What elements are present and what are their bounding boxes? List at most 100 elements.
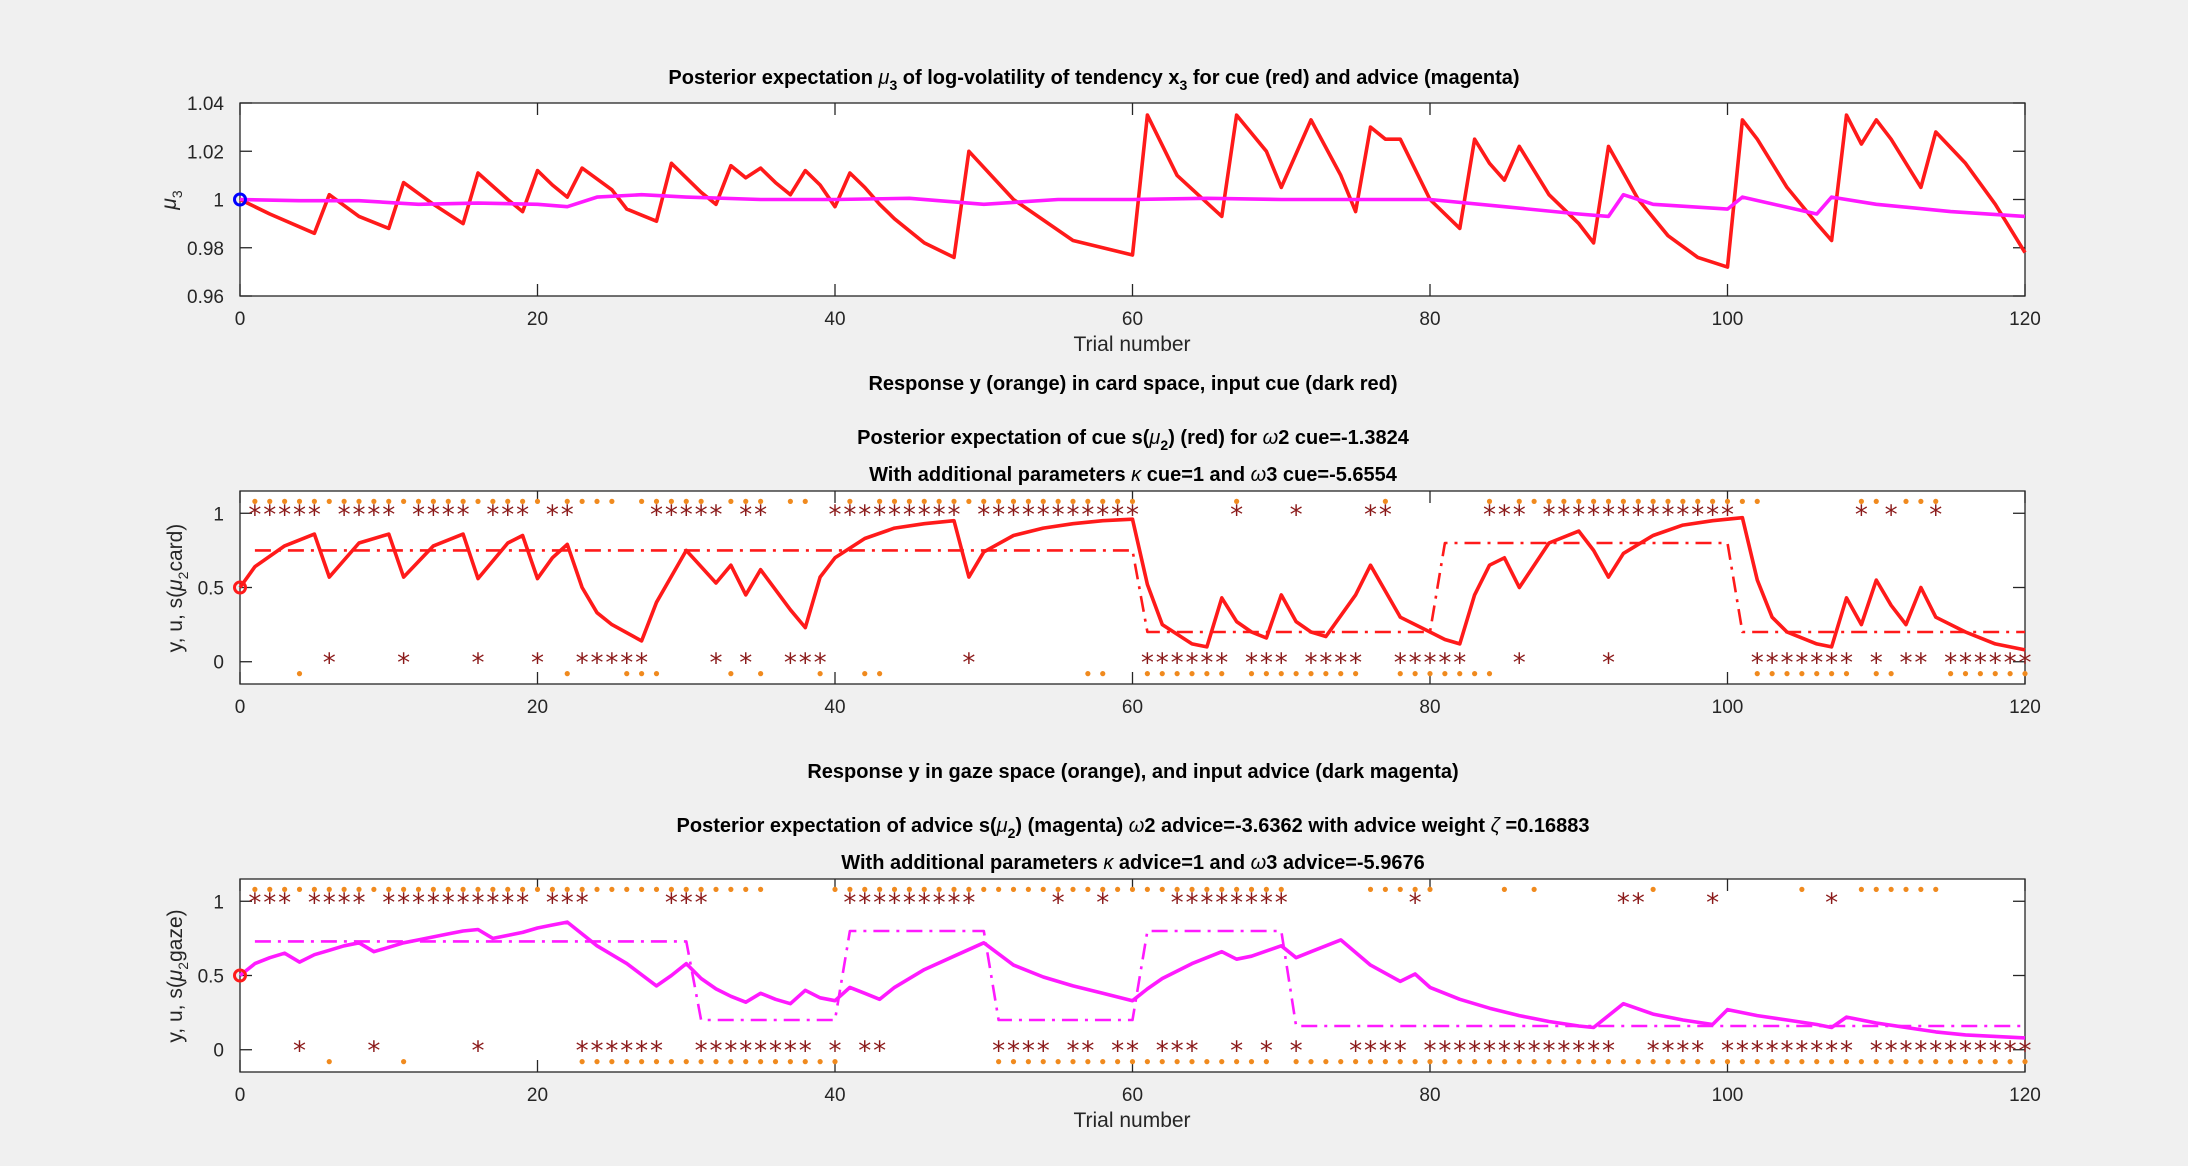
input-star: *: [1037, 1037, 1050, 1067]
input-star: *: [1111, 500, 1124, 530]
response-dot: [1412, 671, 1418, 677]
response-dot: [1189, 671, 1195, 677]
response-dot: [1248, 886, 1255, 892]
input-star: *: [1453, 1037, 1466, 1067]
input-star: *: [248, 888, 261, 918]
response-dot: [1100, 886, 1106, 892]
response-dot: [653, 671, 660, 677]
response-dot: [653, 1059, 660, 1065]
input-star: *: [1557, 500, 1570, 530]
response-dot: [252, 498, 258, 504]
response-dot: [1888, 1059, 1894, 1065]
plot-advice: * * * * * * * * * * * * * * * * * * * * * * * * * * * * * * * * * * * * * * * *…: [233, 886, 2032, 1067]
response-dot: [743, 886, 749, 892]
xlabel-advice: Trial number: [1073, 1109, 1190, 1132]
response-dot: [802, 1059, 808, 1065]
input-star: *: [248, 500, 261, 530]
x-tick-label: 0: [235, 309, 246, 330]
input-star: *: [1067, 1037, 1080, 1067]
response-dot: [921, 886, 927, 892]
input-star: *: [1900, 649, 1913, 679]
response-dot: [1799, 886, 1805, 892]
response-dot: [1010, 498, 1017, 504]
x-tick-label: 20: [527, 309, 548, 330]
response-dot: [713, 886, 719, 892]
response-dot: [951, 886, 957, 892]
response-dot: [505, 498, 511, 504]
input-star: *: [278, 888, 291, 918]
response-dot: [639, 498, 645, 504]
input-star: *: [501, 500, 514, 530]
input-star: *: [724, 1037, 737, 1067]
response-dot: [1635, 498, 1641, 504]
input-star: *: [591, 1037, 604, 1067]
response-dot: [624, 1059, 630, 1065]
response-dot: [668, 886, 674, 892]
input-star: *: [367, 1037, 380, 1067]
input-star: *: [1483, 1037, 1496, 1067]
response-dot: [1204, 886, 1210, 892]
input-star: *: [1409, 888, 1422, 918]
response-dot: [862, 671, 868, 677]
x-tick-label: 40: [824, 309, 845, 330]
input-star: *: [486, 500, 499, 530]
response-dot: [1501, 886, 1507, 892]
response-dot: [1070, 1059, 1076, 1065]
input-star: *: [1900, 1037, 1913, 1067]
response-dot: [1472, 1059, 1478, 1065]
input-star: *: [843, 888, 856, 918]
response-dot: [460, 886, 466, 892]
x-tick-label: 0: [235, 697, 246, 718]
y-tick-label: 1.04: [187, 94, 224, 115]
response-dot: [2022, 1059, 2028, 1065]
input-star: *: [486, 888, 499, 918]
response-dot: [639, 671, 645, 677]
response-dot: [579, 886, 585, 892]
panel-mu3: Posterior expectation μ3 of log-volatili…: [158, 67, 2041, 356]
response-dot: [401, 498, 407, 504]
input-star: *: [739, 1037, 752, 1067]
input-star: *: [293, 1037, 306, 1067]
input-star: *: [1587, 1037, 1600, 1067]
input-star: *: [591, 649, 604, 679]
response-dot: [1858, 886, 1864, 892]
input-star: *: [1349, 649, 1362, 679]
input-star: *: [1662, 500, 1675, 530]
response-dot: [1739, 498, 1745, 504]
response-dot: [1308, 1059, 1314, 1065]
input-star: *: [1617, 500, 1630, 530]
input-star: *: [1513, 500, 1526, 530]
input-star: *: [829, 500, 842, 530]
response-dot: [1100, 671, 1106, 677]
input-star: *: [1438, 1037, 1451, 1067]
input-star: *: [1081, 500, 1094, 530]
input-star: *: [516, 888, 529, 918]
response-dot: [1695, 498, 1701, 504]
input-star: *: [516, 500, 529, 530]
response-dot: [981, 886, 987, 892]
input-star: *: [1810, 1037, 1823, 1067]
input-star: *: [1557, 1037, 1570, 1067]
input-star: *: [784, 1037, 797, 1067]
response-dot: [1382, 886, 1388, 892]
y-tick-label: 1: [213, 191, 224, 212]
input-star: *: [1245, 888, 1258, 918]
input-star: *: [1989, 649, 2002, 679]
input-star: *: [680, 888, 693, 918]
input-star: *: [784, 649, 797, 679]
response-dot: [1903, 498, 1909, 504]
input-star: *: [382, 888, 395, 918]
response-dot: [311, 886, 317, 892]
input-star: *: [1186, 1037, 1199, 1067]
input-star: *: [2019, 1037, 2032, 1067]
response-dot: [534, 886, 541, 892]
input-star: *: [457, 500, 470, 530]
input-star: *: [1929, 500, 1942, 530]
response-dot: [1144, 1059, 1150, 1065]
response-dot: [1635, 1059, 1641, 1065]
response-dot: [1680, 498, 1686, 504]
response-dot: [1025, 1059, 1031, 1065]
input-star: *: [1766, 1037, 1779, 1067]
response-dot: [1159, 671, 1165, 677]
